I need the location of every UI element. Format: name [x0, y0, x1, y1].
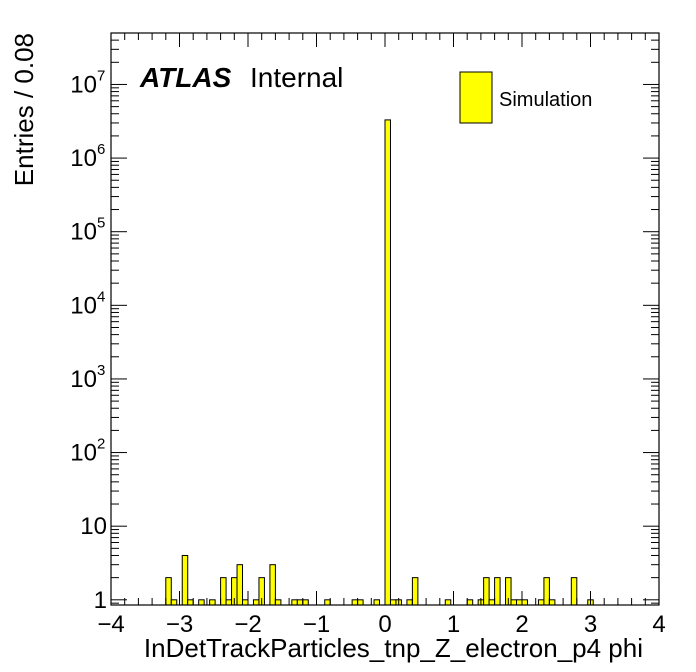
y-tick-exponent: 4 — [97, 288, 105, 305]
histogram-bar — [444, 599, 452, 606]
histogram-bar — [548, 599, 556, 606]
x-tick-label: −4 — [97, 611, 124, 638]
y-tick-exponent: 3 — [97, 362, 105, 379]
histogram-bar — [543, 577, 550, 606]
x-axis-title: InDetTrackParticles_tnp_Z_electron_p4 ph… — [144, 633, 643, 663]
x-tick-label: −2 — [234, 611, 261, 638]
y-tick-label: 10 — [70, 71, 97, 98]
x-tick-label: 1 — [447, 611, 460, 638]
histogram-bar — [570, 577, 578, 606]
y-tick-label: 10 — [70, 366, 97, 393]
histogram-bar — [357, 599, 364, 606]
histogram-bar — [537, 599, 545, 606]
x-tick-label: 4 — [652, 611, 665, 638]
histogram-bar — [510, 599, 518, 606]
histogram-bar — [236, 564, 244, 606]
plot-frame — [110, 32, 660, 606]
histogram-bar — [274, 599, 282, 606]
histogram-bar — [483, 577, 490, 606]
histogram-bar — [302, 599, 309, 606]
y-tick-label: 10 — [70, 145, 97, 172]
x-tick-label: −1 — [303, 611, 330, 638]
histogram-bar — [389, 599, 397, 606]
histogram-bar — [384, 119, 391, 606]
histogram-bar — [494, 577, 501, 606]
histogram-bar — [269, 564, 276, 606]
histogram-bar — [521, 599, 528, 606]
histogram-bar — [466, 599, 474, 606]
histogram-bar — [291, 599, 298, 606]
y-tick-label: 10 — [70, 219, 97, 246]
histogram-bar — [488, 599, 496, 606]
histogram-bar — [165, 577, 172, 606]
histogram-bar — [252, 599, 260, 606]
y-tick-exponent: 7 — [97, 67, 105, 84]
histogram-bar — [242, 599, 249, 606]
histogram-bar — [411, 577, 419, 606]
x-tick-label: 3 — [584, 611, 597, 638]
histogram-bar — [187, 599, 194, 606]
histogram-bar — [373, 599, 381, 606]
legend-label-simulation: Simulation — [499, 89, 592, 111]
histogram-bar — [220, 577, 227, 606]
histogram-bar — [296, 599, 304, 606]
y-tick-label: 10 — [70, 440, 97, 467]
atlas-label: ATLAS — [139, 62, 232, 93]
atlas-status-label: Internal — [250, 62, 343, 93]
histogram-bar — [209, 599, 216, 606]
x-tick-label: 0 — [378, 611, 391, 638]
y-tick-label: 1 — [94, 587, 107, 614]
histogram-bar — [351, 599, 359, 606]
y-tick-label: 10 — [70, 292, 97, 319]
y-tick-label: 10 — [80, 513, 107, 540]
y-axis-title: Entries / 0.08 — [9, 33, 39, 186]
histogram-bar — [406, 599, 413, 606]
histogram-bar — [170, 599, 178, 606]
y-tick-exponent: 5 — [97, 215, 105, 232]
y-tick-exponent: 6 — [97, 141, 105, 158]
histogram-bar — [181, 554, 189, 606]
histogram-bar — [198, 599, 205, 606]
legend-swatch-simulation — [459, 71, 493, 124]
histogram-bar — [225, 599, 233, 606]
histogram-bar — [324, 599, 331, 606]
histogram-bar — [516, 599, 523, 606]
y-tick-exponent: 2 — [97, 436, 105, 453]
x-tick-label: −3 — [166, 611, 193, 638]
x-tick-label: 2 — [515, 611, 528, 638]
